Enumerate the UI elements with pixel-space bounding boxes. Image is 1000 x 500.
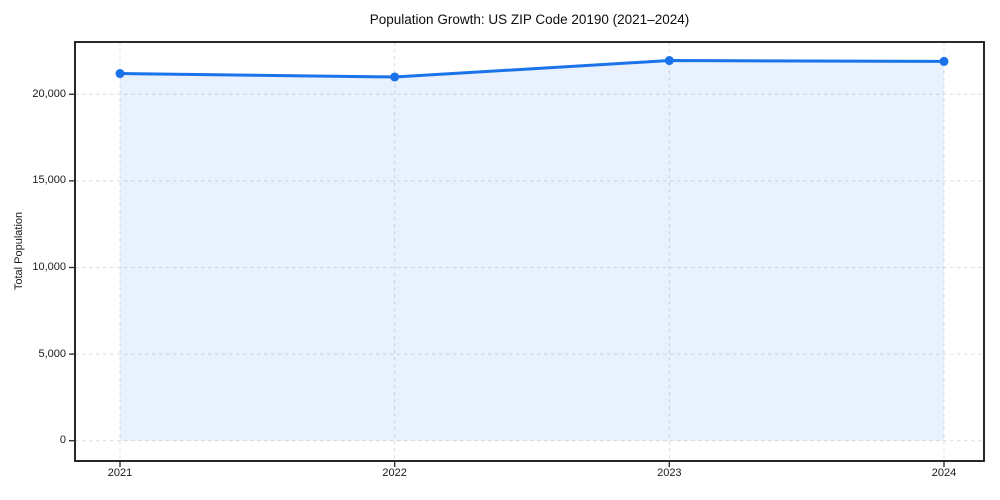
- y-tick-label: 10,000: [32, 261, 66, 273]
- x-tick-label: 2021: [107, 467, 133, 479]
- y-tick-label: 5,000: [38, 347, 66, 360]
- y-tick-label: 0: [59, 434, 66, 447]
- x-tick-label: 2024: [931, 467, 957, 479]
- y-tick-label: 20,000: [32, 87, 66, 100]
- y-tick-label: 15,000: [32, 174, 66, 187]
- chart-title: Population Growth: US ZIP Code 20190 (20…: [369, 12, 690, 27]
- x-tick-label: 2022: [382, 467, 407, 479]
- x-tick-label: 2023: [657, 467, 682, 479]
